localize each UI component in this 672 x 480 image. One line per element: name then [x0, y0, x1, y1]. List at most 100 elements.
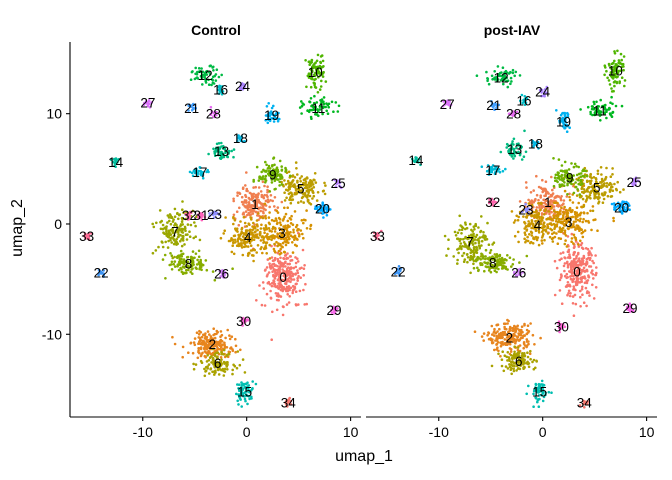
- cell-point: [524, 181, 528, 184]
- cell-point: [231, 348, 234, 351]
- cell-point: [250, 198, 254, 201]
- cell-point: [187, 351, 190, 355]
- cell-point: [257, 179, 261, 182]
- cell-point: [266, 232, 269, 236]
- cell-point: [566, 115, 570, 118]
- cell-point: [628, 208, 631, 211]
- cell-point: [621, 203, 624, 206]
- cell-point: [325, 206, 329, 209]
- cell-point: [276, 221, 279, 225]
- cell-point: [270, 238, 273, 242]
- cell-point: [490, 324, 494, 328]
- cell-point: [195, 267, 198, 271]
- cell-point: [202, 340, 206, 343]
- cell-point: [570, 162, 573, 165]
- cell-point: [313, 94, 316, 98]
- cell-point: [515, 335, 519, 338]
- cell-point: [321, 207, 324, 210]
- cell-point: [540, 94, 543, 98]
- cell-point: [181, 345, 185, 349]
- cell-point: [462, 260, 466, 264]
- cell-point: [316, 53, 320, 57]
- cell-point: [480, 244, 483, 247]
- cell-point: [183, 243, 186, 246]
- cell-point: [508, 363, 511, 366]
- cell-point: [83, 232, 87, 235]
- cell-point: [316, 207, 319, 211]
- cell-point: [225, 353, 229, 357]
- cell-point: [469, 248, 473, 252]
- cell-point: [526, 355, 530, 359]
- cell-point: [199, 258, 202, 262]
- cell-point: [165, 232, 168, 235]
- cell-point: [194, 66, 197, 70]
- cell-point: [492, 256, 496, 260]
- cell-point: [211, 270, 215, 273]
- cell-point: [246, 235, 250, 238]
- cell-point: [585, 194, 588, 198]
- cell-point: [508, 341, 512, 344]
- cell-point: [266, 200, 270, 204]
- cell-point: [540, 239, 544, 242]
- cell-point: [221, 269, 225, 273]
- cell-point: [318, 88, 322, 91]
- cell-point: [266, 113, 270, 116]
- cell-point: [599, 166, 603, 169]
- cell-point: [274, 217, 278, 220]
- cell-point: [530, 219, 534, 223]
- cell-point: [281, 231, 285, 234]
- cell-point: [314, 181, 318, 184]
- cell-point: [498, 327, 501, 331]
- cell-point: [278, 261, 281, 265]
- cell-point: [592, 176, 596, 179]
- cell-point: [494, 168, 497, 171]
- cell-point: [577, 243, 580, 246]
- cell-point: [504, 76, 508, 80]
- cell-point: [244, 184, 247, 187]
- cluster-label-0: 0: [573, 264, 581, 279]
- cell-point: [252, 180, 255, 183]
- cluster-label-layer: 0123456789101112131415161718192021222324…: [79, 65, 346, 411]
- cell-point: [585, 400, 588, 404]
- cell-point: [230, 149, 233, 153]
- cell-point: [261, 235, 264, 238]
- cell-point: [517, 150, 520, 154]
- cell-point: [197, 249, 201, 253]
- cell-point: [517, 332, 520, 335]
- cell-point: [497, 333, 501, 336]
- cell-point: [242, 83, 246, 86]
- cell-point: [624, 203, 628, 206]
- cell-point: [102, 269, 105, 272]
- cell-point: [527, 212, 530, 215]
- cell-point: [589, 197, 592, 200]
- cell-point: [272, 225, 275, 229]
- cell-point: [276, 257, 280, 261]
- cell-point: [472, 245, 476, 249]
- cell-point: [521, 101, 524, 105]
- cell-point: [616, 180, 619, 184]
- cell-point: [473, 228, 476, 231]
- cell-point: [495, 80, 499, 83]
- cell-point: [221, 85, 224, 88]
- cell-point: [87, 233, 91, 236]
- cell-point: [292, 278, 296, 281]
- cell-point: [578, 172, 581, 176]
- cluster-label-26: 26: [511, 266, 526, 281]
- cell-point: [467, 247, 470, 251]
- cell-point: [584, 286, 588, 290]
- cell-point: [605, 182, 609, 185]
- cell-point: [231, 372, 234, 376]
- cell-point: [311, 197, 314, 200]
- cell-point: [529, 191, 533, 194]
- cell-point: [482, 234, 485, 237]
- cell-point: [273, 276, 277, 280]
- cell-point: [268, 262, 271, 266]
- cell-point: [177, 268, 181, 272]
- cell-point: [302, 236, 305, 240]
- cell-point: [532, 358, 536, 362]
- cell-point: [603, 112, 606, 115]
- x-tick-label: 0: [243, 424, 251, 440]
- cell-point: [284, 183, 288, 186]
- cell-point: [516, 327, 519, 330]
- cell-point: [275, 240, 278, 244]
